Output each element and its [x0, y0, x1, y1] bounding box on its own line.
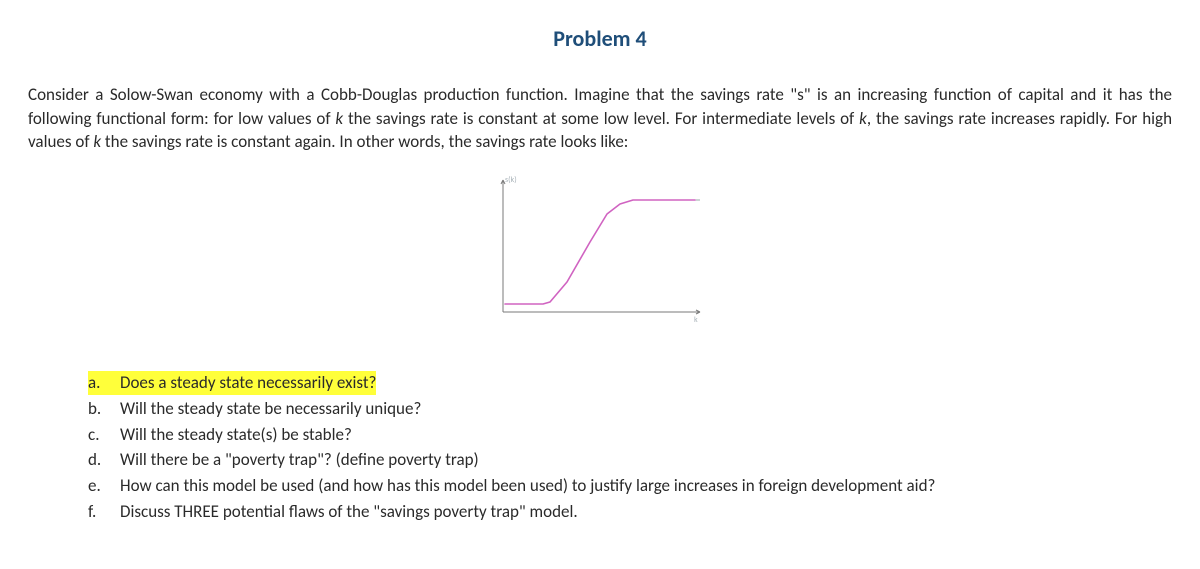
question-text: Will there be a "poverty trap"? (define … — [120, 448, 479, 472]
svg-text:k: k — [694, 315, 698, 325]
question-text: Will the steady state be necessarily uni… — [120, 397, 421, 421]
question-label: d. — [88, 448, 120, 472]
svg-text:s(k): s(k) — [505, 175, 517, 185]
question-item: a.Does a steady state necessarily exist? — [88, 371, 1172, 395]
question-label: e. — [88, 474, 120, 498]
question-text: Does a steady state necessarily exist? — [120, 372, 376, 393]
intro-mid1: the savings rate is constant at some low… — [343, 108, 859, 129]
question-text: Will the steady state(s) be stable? — [120, 423, 352, 447]
question-item: f.Discuss THREE potential flaws of the "… — [88, 500, 1172, 524]
question-text: How can this model be used (and how has … — [120, 474, 935, 498]
question-label: b. — [88, 397, 120, 421]
highlighted-text: Does a steady state necessarily exist? — [120, 371, 376, 395]
problem-title: Problem 4 — [28, 24, 1172, 55]
savings-rate-figure: s(k) k — [28, 172, 1172, 349]
question-label: c. — [88, 423, 120, 447]
intro-paragraph: Consider a Solow-Swan economy with a Cob… — [28, 83, 1172, 154]
savings-curve-chart: s(k) k — [495, 172, 705, 342]
question-label: f. — [88, 500, 120, 524]
intro-k1: k — [335, 108, 343, 129]
question-item: c.Will the steady state(s) be stable? — [88, 423, 1172, 447]
intro-k3: k — [93, 131, 101, 152]
questions-list: a.Does a steady state necessarily exist?… — [88, 371, 1172, 524]
intro-suffix: the savings rate is constant again. In o… — [101, 131, 628, 152]
question-item: b.Will the steady state be necessarily u… — [88, 397, 1172, 421]
question-item: e.How can this model be used (and how ha… — [88, 474, 1172, 498]
intro-k2: k — [859, 108, 867, 129]
question-item: d.Will there be a "poverty trap"? (defin… — [88, 448, 1172, 472]
question-text: Discuss THREE potential flaws of the "sa… — [120, 500, 578, 524]
question-label: a. — [88, 371, 120, 395]
